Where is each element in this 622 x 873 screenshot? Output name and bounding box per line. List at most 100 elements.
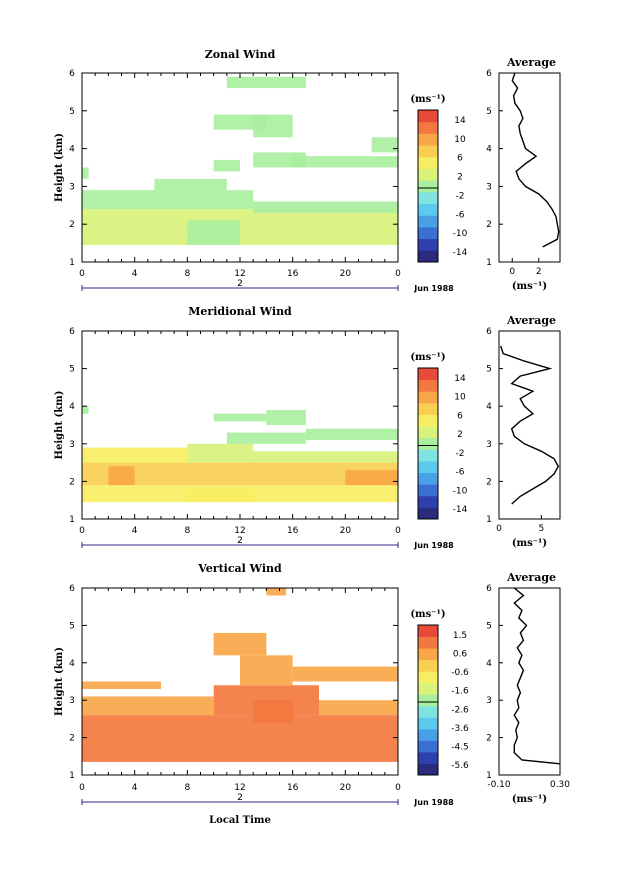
profile-line: [500, 345, 560, 505]
x-tick-label: 16: [287, 269, 299, 279]
date-marker: 2: [237, 279, 243, 289]
profile-x-label: (ms⁻¹): [512, 538, 547, 549]
heatmap-cell: [187, 220, 240, 245]
colorbar-segment: [418, 133, 438, 146]
colorbar-segment: [418, 437, 438, 450]
colorbar-frame: [417, 109, 439, 263]
colorbar-segment: [418, 168, 438, 181]
y-axis-label: Height (km): [54, 391, 65, 460]
colorbar-segment: [418, 368, 438, 381]
profile-y-tick-label: 1: [486, 771, 492, 781]
x-tick-label: 0: [79, 269, 85, 279]
y-tick-label: 6: [69, 69, 75, 79]
y-tick-label: 2: [69, 477, 75, 487]
colorbar-tick-label: 10: [454, 393, 466, 403]
heatmap-cell: [213, 114, 267, 130]
x-tick-label: 20: [340, 526, 352, 536]
time-axis-label: Local Time: [209, 815, 271, 826]
y-tick-label: 1: [69, 771, 75, 781]
colorbar-segment: [418, 121, 438, 134]
profile-y-tick-label: 3: [486, 696, 492, 706]
colorbar-segment: [418, 728, 438, 741]
x-tick-label: 4: [132, 269, 138, 279]
profile-x-tick-label: 5: [538, 524, 544, 534]
profile-y-tick-label: 4: [486, 402, 492, 412]
profile-x-tick-label: 0.30: [550, 780, 570, 790]
heatmap-cell: [253, 451, 398, 463]
y-tick-label: 2: [69, 220, 75, 230]
profile-title: Average: [506, 571, 556, 584]
colorbar-tick-label: -2: [456, 449, 465, 459]
colorbar-segment: [418, 215, 438, 228]
colorbar-segment: [418, 449, 438, 462]
colorbar-segment: [418, 379, 438, 392]
colorbar-segment: [418, 659, 438, 672]
heatmap-cell: [187, 488, 254, 503]
x-tick-label: 12: [234, 783, 245, 793]
colorbar-segment: [418, 203, 438, 216]
y-axis-label: Height (km): [54, 133, 65, 202]
heatmap-cell: [187, 443, 254, 463]
heatmap-cell: [108, 466, 135, 486]
heatmap-cell: [266, 588, 287, 596]
colorbar-tick-label: -10: [453, 229, 468, 239]
x-tick-label: 12: [234, 269, 245, 279]
date-label: Jun 1988: [413, 541, 454, 550]
colorbar-segment: [418, 250, 438, 263]
profile-y-tick-label: 5: [486, 107, 492, 117]
profile-y-tick-label: 4: [486, 659, 492, 669]
heatmap-cell: [292, 666, 398, 682]
colorbar-tick-label: 2: [457, 173, 463, 183]
profile-y-tick-label: 1: [486, 258, 492, 268]
x-tick-label: 8: [184, 783, 190, 793]
profile-y-tick-label: 2: [486, 220, 492, 230]
profile-x-label: (ms⁻¹): [512, 281, 547, 292]
chart-title: Zonal Wind: [205, 48, 276, 61]
x-tick-label: 4: [132, 783, 138, 793]
y-axis-label: Height (km): [54, 647, 65, 716]
profile-frame: [498, 587, 561, 776]
y-tick-label: 1: [69, 515, 75, 525]
heatmap-cell: [319, 700, 398, 716]
y-tick-label: 5: [69, 107, 75, 117]
x-tick-label: 16: [287, 783, 299, 793]
profile-y-tick-label: 1: [486, 515, 492, 525]
x-tick-label: 0: [395, 783, 401, 793]
x-tick-label: 0: [395, 526, 401, 536]
colorbar-tick-label: 14: [454, 374, 466, 384]
colorbar-segment: [418, 648, 438, 661]
x-tick-label: 20: [340, 783, 352, 793]
colorbar-tick-label: -0.6: [451, 668, 469, 678]
x-tick-label: 16: [287, 526, 299, 536]
colorbar-segment: [418, 763, 438, 776]
colorbar-frame: [417, 624, 439, 776]
heatmap-cell: [82, 167, 89, 179]
colorbar-segment: [418, 751, 438, 764]
colorbar-unit: (ms⁻¹): [410, 94, 445, 105]
colorbar-tick-label: -3.6: [451, 724, 469, 734]
y-tick-label: 3: [69, 696, 75, 706]
profile-frame: [498, 72, 561, 263]
colorbar-tick-label: -10: [453, 486, 468, 496]
profile-x-tick-label: 0: [509, 267, 515, 277]
heatmap-cell: [240, 655, 293, 686]
colorbar-tick-label: 1.5: [453, 631, 467, 641]
colorbar-segment: [418, 226, 438, 240]
colorbar-tick-label: 6: [457, 411, 463, 421]
y-tick-label: 6: [69, 584, 75, 594]
heatmap-cell: [82, 715, 398, 762]
profile-y-tick-label: 6: [486, 584, 492, 594]
colorbar-tick-label: -6: [456, 210, 465, 220]
heatmap-cell: [82, 190, 254, 210]
profile-x-tick-label: 2: [536, 267, 542, 277]
x-tick-label: 0: [79, 783, 85, 793]
profile-y-tick-label: 5: [486, 621, 492, 631]
heatmap-cell: [213, 159, 240, 172]
profile-x-tick-label: 0: [496, 524, 502, 534]
x-tick-label: 0: [79, 526, 85, 536]
x-tick-label: 8: [184, 269, 190, 279]
colorbar-tick-label: -1.6: [451, 687, 469, 697]
colorbar-segment: [418, 191, 438, 205]
